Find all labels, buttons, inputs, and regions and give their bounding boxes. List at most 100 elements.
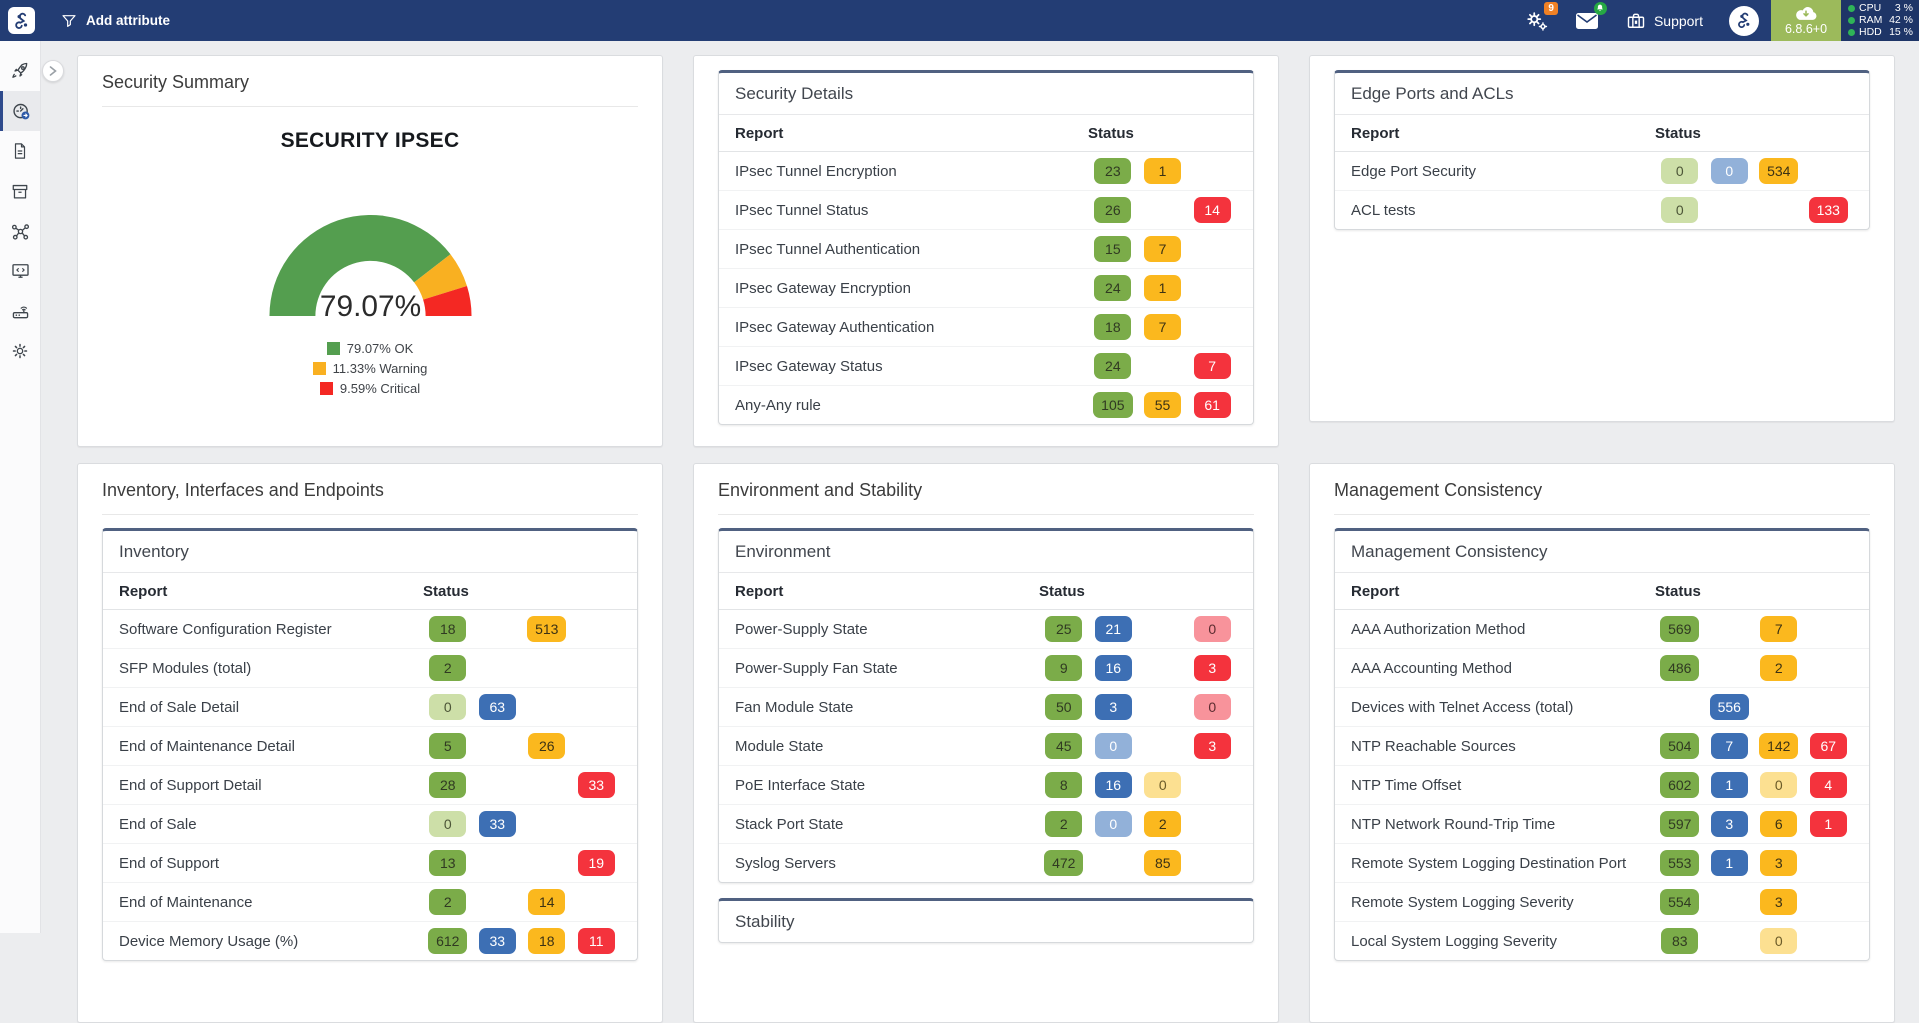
status-badge[interactable]: 55 <box>1144 392 1181 418</box>
status-badge[interactable]: 1 <box>1711 850 1748 876</box>
status-badge[interactable]: 5 <box>429 733 466 759</box>
status-badge[interactable]: 472 <box>1044 850 1083 876</box>
status-badge[interactable]: 13 <box>429 850 466 876</box>
version-update-button[interactable]: 6.8.6+0 <box>1771 0 1841 41</box>
status-badge[interactable]: 25 <box>1045 616 1082 642</box>
status-badge[interactable]: 7 <box>1194 353 1231 379</box>
messages-button[interactable] <box>1575 12 1599 30</box>
status-badge[interactable]: 6 <box>1760 811 1797 837</box>
status-badge[interactable]: 85 <box>1144 850 1181 876</box>
status-badge[interactable]: 26 <box>528 733 565 759</box>
status-badge[interactable]: 7 <box>1144 314 1181 340</box>
add-attribute-button[interactable]: Add attribute <box>61 13 170 29</box>
status-badge[interactable]: 0 <box>1661 197 1698 223</box>
status-badge[interactable]: 26 <box>1094 197 1131 223</box>
status-badge[interactable]: 2 <box>1144 811 1181 837</box>
status-badge[interactable]: 554 <box>1660 889 1699 915</box>
status-badge[interactable]: 24 <box>1094 353 1131 379</box>
status-badge[interactable]: 3 <box>1095 694 1132 720</box>
status-badge[interactable]: 133 <box>1809 197 1848 223</box>
status-badge[interactable]: 553 <box>1660 850 1699 876</box>
legend-item[interactable]: 9.59% Critical <box>320 381 420 396</box>
sidebar-item-launch[interactable] <box>0 51 40 91</box>
status-badge[interactable]: 105 <box>1093 392 1132 418</box>
status-badge[interactable]: 7 <box>1760 616 1797 642</box>
status-badge[interactable]: 486 <box>1660 655 1699 681</box>
status-badge[interactable]: 18 <box>528 928 565 954</box>
status-badge[interactable]: 14 <box>1194 197 1231 223</box>
status-badge[interactable]: 0 <box>1144 772 1181 798</box>
legend-item[interactable]: 79.07% OK <box>327 341 414 356</box>
status-badge[interactable]: 23 <box>1094 158 1131 184</box>
sidebar-item-network-devices[interactable] <box>0 291 40 331</box>
status-badge[interactable]: 3 <box>1194 733 1231 759</box>
status-badge[interactable]: 504 <box>1660 733 1699 759</box>
status-badge[interactable]: 11 <box>578 928 615 954</box>
settings-gears-button[interactable]: 9 <box>1525 10 1549 32</box>
status-badge[interactable]: 0 <box>1760 772 1797 798</box>
status-badge[interactable]: 2 <box>429 889 466 915</box>
status-badge[interactable]: 8 <box>1045 772 1082 798</box>
status-badge[interactable]: 9 <box>1045 655 1082 681</box>
status-badge[interactable]: 33 <box>479 928 516 954</box>
status-badge[interactable]: 7 <box>1711 733 1748 759</box>
status-badge[interactable]: 3 <box>1760 850 1797 876</box>
status-badge[interactable]: 534 <box>1759 158 1798 184</box>
status-badge[interactable]: 1 <box>1810 811 1847 837</box>
status-badge[interactable]: 569 <box>1660 616 1699 642</box>
status-badge[interactable]: 1 <box>1144 158 1181 184</box>
status-badge[interactable]: 0 <box>1194 616 1231 642</box>
status-badge[interactable]: 24 <box>1094 275 1131 301</box>
status-badge[interactable]: 0 <box>1194 694 1231 720</box>
status-badge[interactable]: 2 <box>1045 811 1082 837</box>
status-badge[interactable]: 0 <box>1095 811 1132 837</box>
status-badge[interactable]: 18 <box>1094 314 1131 340</box>
status-badge[interactable]: 1 <box>1711 772 1748 798</box>
sidebar-item-devices-console[interactable] <box>0 251 40 291</box>
status-badge[interactable]: 612 <box>428 928 467 954</box>
status-badge[interactable]: 18 <box>429 616 466 642</box>
status-badge[interactable]: 0 <box>1095 733 1132 759</box>
status-badge[interactable]: 0 <box>429 694 466 720</box>
status-badge[interactable]: 3 <box>1194 655 1231 681</box>
status-badge[interactable]: 4 <box>1810 772 1847 798</box>
status-badge[interactable]: 16 <box>1095 655 1132 681</box>
status-badge[interactable]: 61 <box>1194 392 1231 418</box>
status-badge[interactable]: 16 <box>1095 772 1132 798</box>
status-badge[interactable]: 83 <box>1661 928 1698 954</box>
sidebar-expand-button[interactable] <box>42 60 64 82</box>
status-badge[interactable]: 33 <box>479 811 516 837</box>
sidebar-item-archive[interactable] <box>0 171 40 211</box>
sidebar-item-settings[interactable] <box>0 331 40 371</box>
app-logo[interactable] <box>8 7 35 34</box>
legend-item[interactable]: 11.33% Warning <box>313 361 428 376</box>
status-badge[interactable]: 7 <box>1144 236 1181 262</box>
status-badge[interactable]: 67 <box>1810 733 1847 759</box>
status-badge[interactable]: 28 <box>429 772 466 798</box>
status-badge[interactable]: 2 <box>1760 655 1797 681</box>
status-badge[interactable]: 0 <box>1661 158 1698 184</box>
sidebar-item-documents[interactable] <box>0 131 40 171</box>
sidebar-item-topology[interactable] <box>0 211 40 251</box>
status-badge[interactable]: 63 <box>479 694 516 720</box>
sidebar-item-dashboard[interactable] <box>0 91 40 131</box>
status-badge[interactable]: 2 <box>429 655 466 681</box>
status-badge[interactable]: 3 <box>1711 811 1748 837</box>
status-badge[interactable]: 0 <box>1760 928 1797 954</box>
status-badge[interactable]: 513 <box>527 616 566 642</box>
status-badge[interactable]: 15 <box>1094 236 1131 262</box>
status-badge[interactable]: 142 <box>1759 733 1798 759</box>
status-badge[interactable]: 1 <box>1144 275 1181 301</box>
status-badge[interactable]: 45 <box>1045 733 1082 759</box>
status-badge[interactable]: 50 <box>1045 694 1082 720</box>
status-badge[interactable]: 0 <box>429 811 466 837</box>
status-badge[interactable]: 33 <box>578 772 615 798</box>
status-badge[interactable]: 3 <box>1760 889 1797 915</box>
status-badge[interactable]: 602 <box>1660 772 1699 798</box>
status-badge[interactable]: 597 <box>1660 811 1699 837</box>
status-badge[interactable]: 14 <box>528 889 565 915</box>
status-badge[interactable]: 21 <box>1095 616 1132 642</box>
status-badge[interactable]: 19 <box>578 850 615 876</box>
status-badge[interactable]: 0 <box>1711 158 1748 184</box>
user-avatar[interactable] <box>1729 6 1759 36</box>
